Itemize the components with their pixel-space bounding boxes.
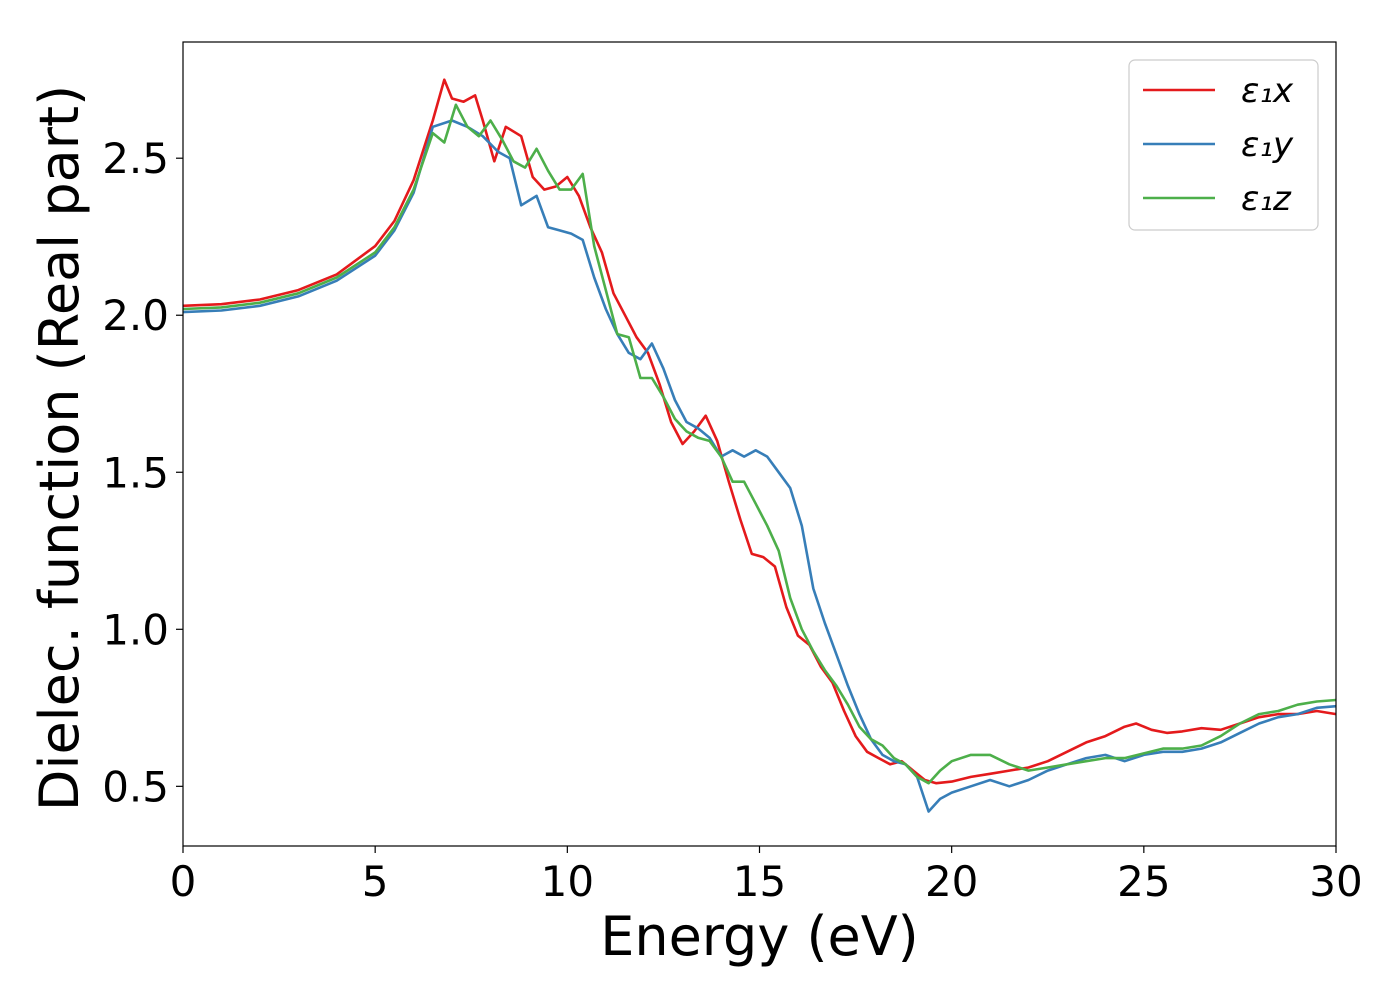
legend: ε₁x ε₁y ε₁z [1128,59,1319,231]
x-tick-label: 0 [170,857,197,906]
y-tick-label: 0.5 [102,762,169,811]
y-tick-label: 1.0 [102,605,169,654]
x-tick-label: 5 [362,857,389,906]
y-tick-label: 1.5 [102,448,169,497]
series-line [182,103,1337,785]
series-line [182,78,1337,785]
x-tick-label: 20 [925,857,978,906]
x-tick-label: 10 [541,857,594,906]
x-tick-label: 15 [733,857,786,906]
series-line [182,119,1337,813]
x-tick-label: 30 [1309,857,1362,906]
series-layer [182,78,1337,813]
legend-label: ε₁z [1241,179,1292,219]
legend-box [1128,59,1319,231]
x-tick-label: 25 [1117,857,1170,906]
legend-label: ε₁y [1241,125,1294,165]
y-tick-label: 2.5 [102,134,169,183]
legend-label: ε₁x [1241,71,1294,111]
y-axis-title: Dielec. function (Real part) [28,85,91,811]
x-axis-title: Energy (eV) [600,905,919,968]
axes-layer: 0 5 10 15 20 25 30 0.5 1.0 1.5 2.0 2.5 [102,134,1363,906]
y-tick-label: 2.0 [102,291,169,340]
